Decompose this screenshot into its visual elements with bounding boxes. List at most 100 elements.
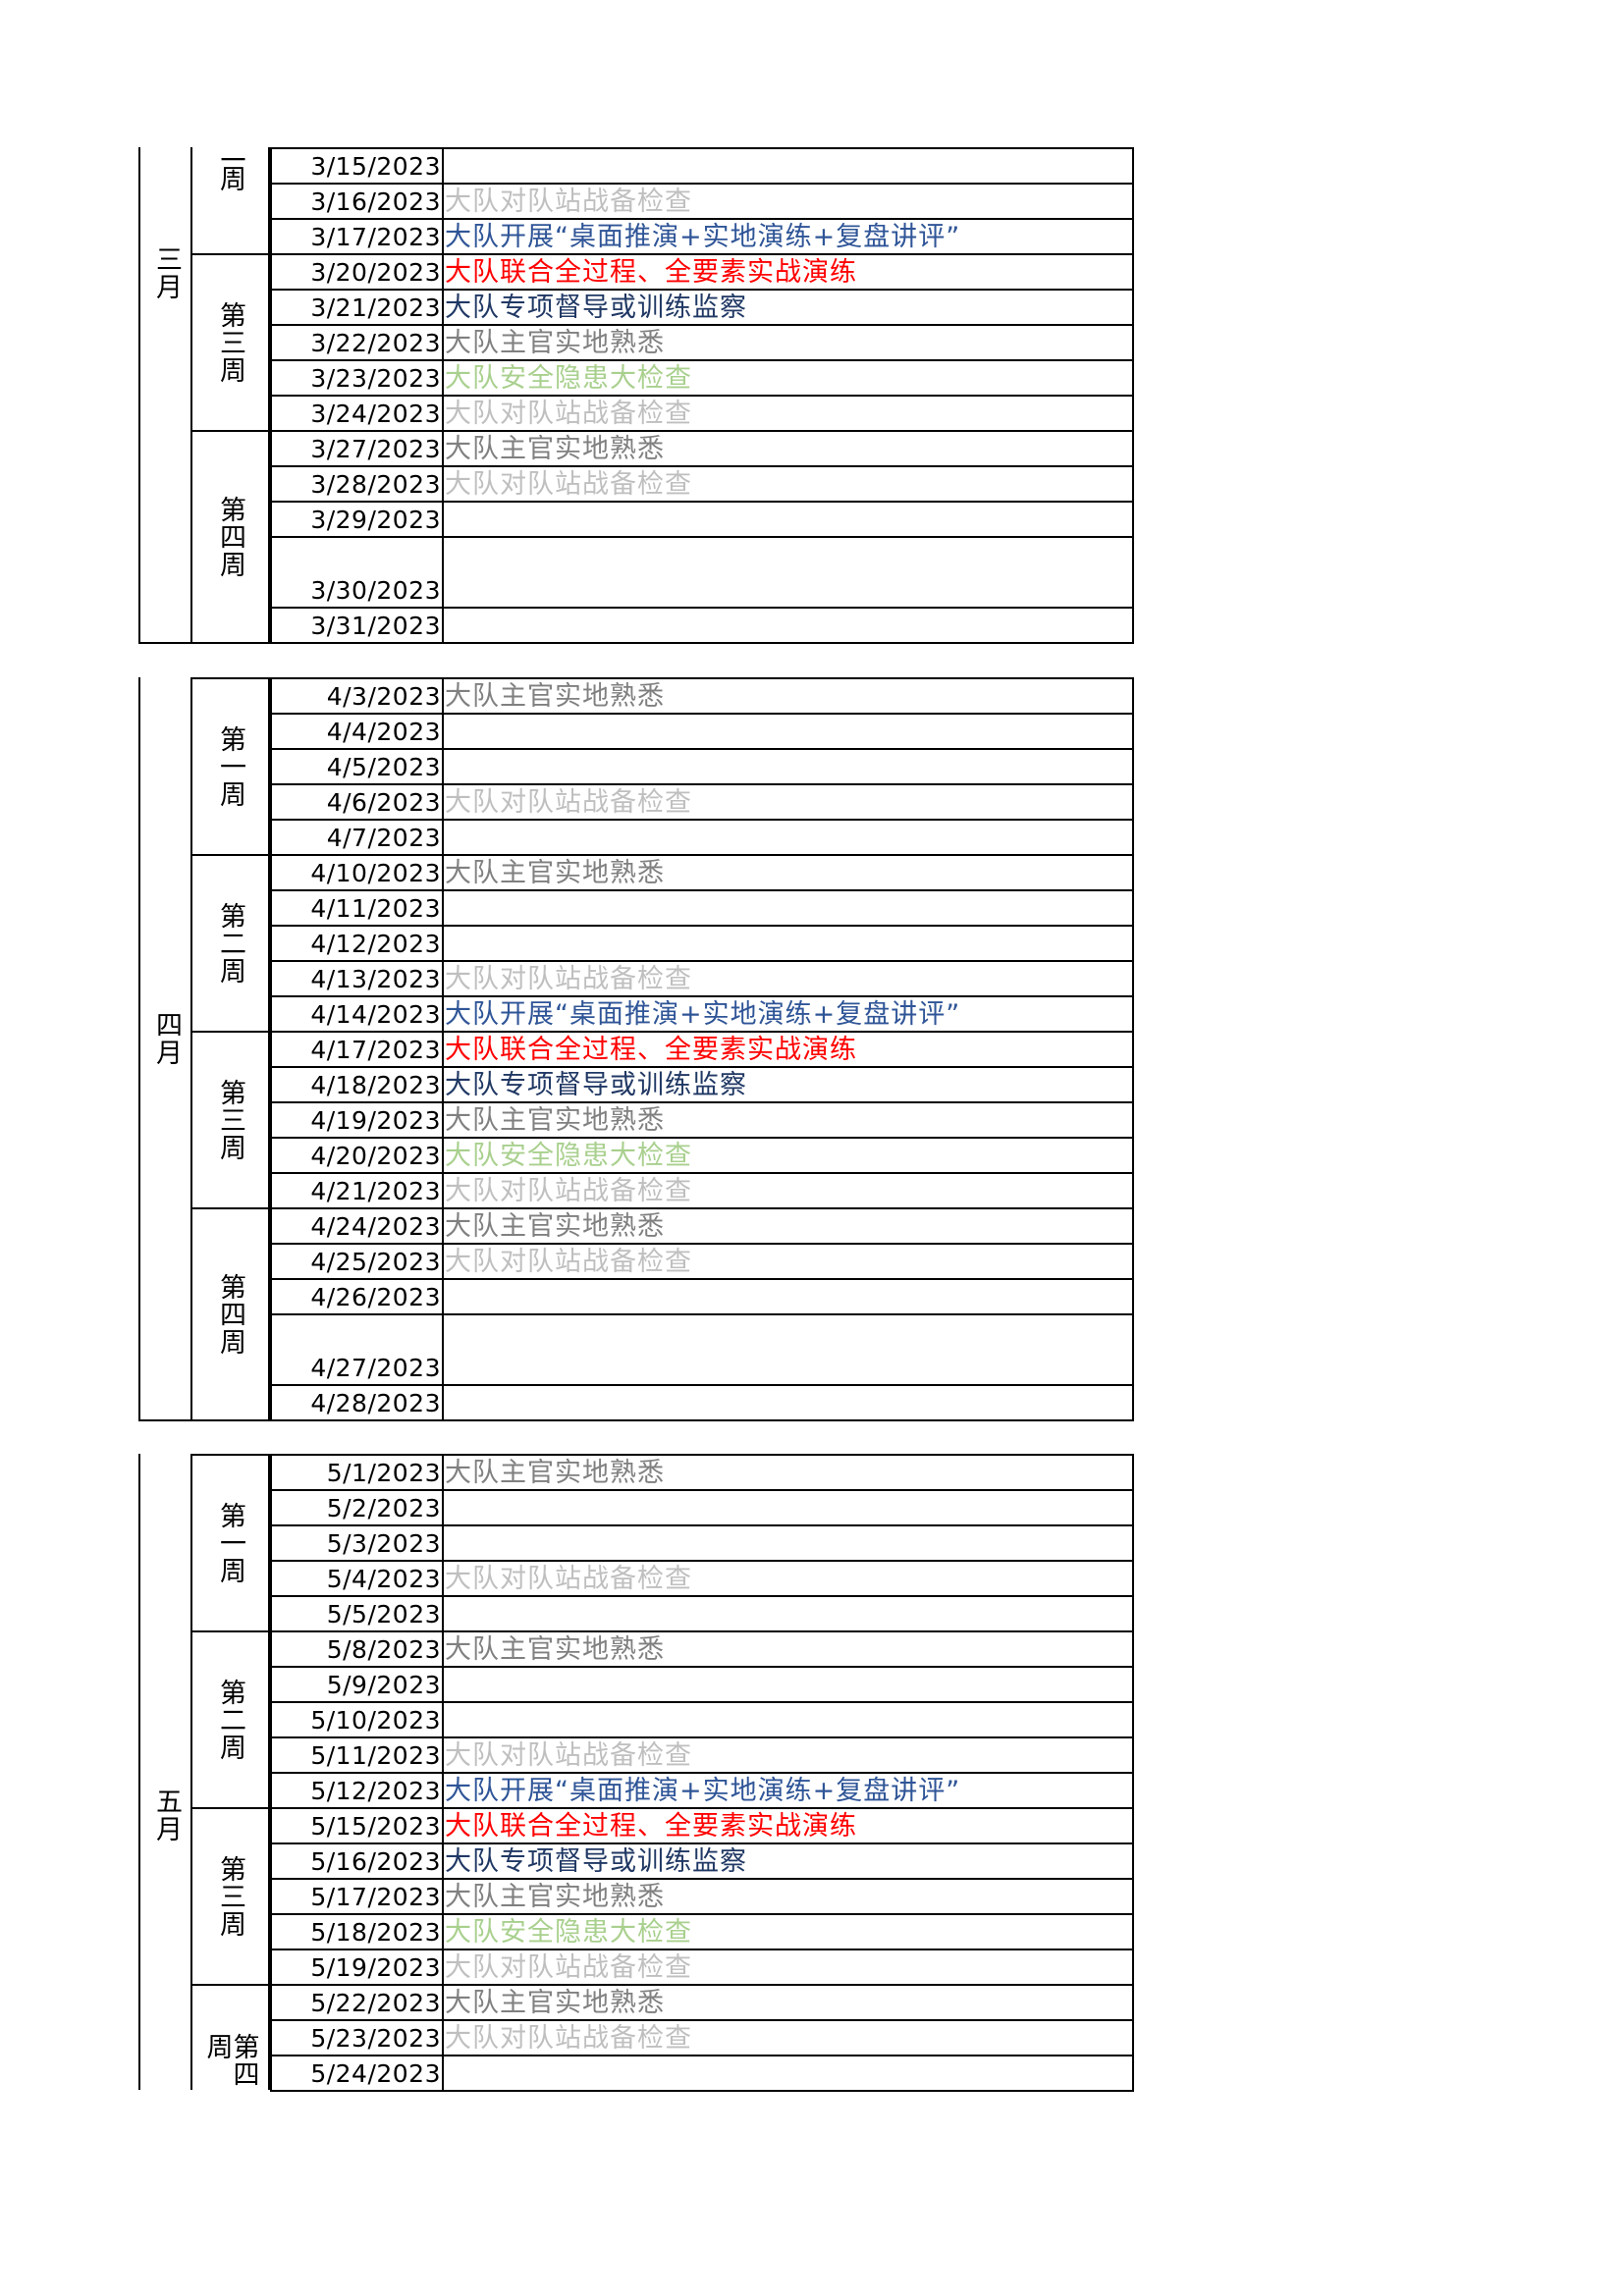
task-cell[interactable]: 大队主官实地熟悉 <box>444 326 1134 359</box>
task-cell[interactable] <box>444 927 1134 960</box>
date-cell[interactable]: 5/22/2023 <box>270 1986 444 2019</box>
date-cell[interactable]: 5/19/2023 <box>270 1950 444 1984</box>
date-cell[interactable]: 4/3/2023 <box>270 679 444 713</box>
date-cell[interactable]: 5/2/2023 <box>270 1491 444 1524</box>
task-cell[interactable]: 大队主官实地熟悉 <box>444 1103 1134 1137</box>
date-cell[interactable]: 4/19/2023 <box>270 1103 444 1137</box>
task-cell[interactable] <box>444 1491 1134 1524</box>
task-cell[interactable]: 大队主官实地熟悉 <box>444 1209 1134 1243</box>
task-cell[interactable]: 大队对队站战备检查 <box>444 185 1134 218</box>
date-cell[interactable]: 5/16/2023 <box>270 1844 444 1878</box>
task-cell[interactable] <box>444 891 1134 925</box>
date-cell[interactable]: 3/22/2023 <box>270 326 444 359</box>
date-cell[interactable]: 5/24/2023 <box>270 2056 444 2090</box>
date-cell[interactable]: 4/28/2023 <box>270 1386 444 1419</box>
date-cell[interactable]: 4/21/2023 <box>270 1174 444 1207</box>
task-cell[interactable]: 大队对队站战备检查 <box>444 1738 1134 1772</box>
task-cell[interactable] <box>444 2056 1134 2090</box>
task-cell[interactable]: 大队对队站战备检查 <box>444 1950 1134 1984</box>
date-cell[interactable]: 4/7/2023 <box>270 821 444 854</box>
date-cell[interactable]: 5/10/2023 <box>270 1703 444 1736</box>
task-cell[interactable]: 大队对队站战备检查 <box>444 1174 1134 1207</box>
task-cell[interactable] <box>444 1315 1134 1384</box>
task-cell[interactable]: 大队安全隐患大检查 <box>444 361 1134 395</box>
date-cell[interactable]: 4/13/2023 <box>270 962 444 995</box>
task-cell[interactable]: 大队主官实地熟悉 <box>444 432 1134 465</box>
task-cell[interactable] <box>444 1668 1134 1701</box>
date-cell[interactable]: 4/26/2023 <box>270 1280 444 1313</box>
task-cell[interactable] <box>444 609 1134 642</box>
date-cell[interactable]: 3/31/2023 <box>270 609 444 642</box>
task-cell[interactable]: 大队联合全过程、全要素实战演练 <box>444 1033 1134 1066</box>
date-cell[interactable]: 5/4/2023 <box>270 1562 444 1595</box>
task-cell[interactable]: 大队专项督导或训练监察 <box>444 1068 1134 1101</box>
task-cell[interactable] <box>444 149 1134 183</box>
date-cell[interactable]: 4/17/2023 <box>270 1033 444 1066</box>
date-cell[interactable]: 3/16/2023 <box>270 185 444 218</box>
date-cell[interactable]: 5/5/2023 <box>270 1597 444 1630</box>
task-cell[interactable] <box>444 1280 1134 1313</box>
task-cell[interactable] <box>444 1597 1134 1630</box>
task-cell[interactable] <box>444 1526 1134 1560</box>
task-cell[interactable] <box>444 1386 1134 1419</box>
date-cell[interactable]: 4/11/2023 <box>270 891 444 925</box>
date-cell[interactable]: 5/12/2023 <box>270 1774 444 1807</box>
date-cell[interactable]: 3/17/2023 <box>270 220 444 253</box>
date-cell[interactable]: 3/20/2023 <box>270 255 444 289</box>
task-cell[interactable]: 大队主官实地熟悉 <box>444 1632 1134 1666</box>
task-cell[interactable] <box>444 715 1134 748</box>
date-cell[interactable]: 3/27/2023 <box>270 432 444 465</box>
date-cell[interactable]: 4/14/2023 <box>270 997 444 1031</box>
date-cell[interactable]: 3/21/2023 <box>270 291 444 324</box>
task-cell[interactable]: 大队对队站战备检查 <box>444 1245 1134 1278</box>
date-cell[interactable]: 5/9/2023 <box>270 1668 444 1701</box>
date-cell[interactable]: 4/6/2023 <box>270 785 444 819</box>
task-cell[interactable]: 大队主官实地熟悉 <box>444 1456 1134 1489</box>
date-cell[interactable]: 3/23/2023 <box>270 361 444 395</box>
task-cell[interactable] <box>444 538 1134 607</box>
date-cell[interactable]: 4/24/2023 <box>270 1209 444 1243</box>
task-cell[interactable]: 大队对队站战备检查 <box>444 962 1134 995</box>
task-cell[interactable]: 大队开展“桌面推演+实地演练+复盘讲评” <box>444 220 1134 253</box>
task-cell[interactable] <box>444 1703 1134 1736</box>
task-cell[interactable]: 大队安全隐患大检查 <box>444 1915 1134 1949</box>
task-cell[interactable] <box>444 750 1134 783</box>
date-cell[interactable]: 5/3/2023 <box>270 1526 444 1560</box>
date-cell[interactable]: 4/10/2023 <box>270 856 444 889</box>
date-cell[interactable]: 4/4/2023 <box>270 715 444 748</box>
date-cell[interactable]: 5/15/2023 <box>270 1809 444 1842</box>
task-cell[interactable] <box>444 821 1134 854</box>
date-cell[interactable]: 3/15/2023 <box>270 149 444 183</box>
date-cell[interactable]: 3/29/2023 <box>270 503 444 536</box>
date-cell[interactable]: 5/11/2023 <box>270 1738 444 1772</box>
task-cell[interactable]: 大队对队站战备检查 <box>444 2021 1134 2055</box>
date-cell[interactable]: 4/20/2023 <box>270 1139 444 1172</box>
date-cell[interactable]: 3/30/2023 <box>270 538 444 607</box>
date-cell[interactable]: 4/27/2023 <box>270 1315 444 1384</box>
date-cell[interactable]: 5/17/2023 <box>270 1880 444 1913</box>
task-cell[interactable] <box>444 503 1134 536</box>
task-cell[interactable]: 大队专项督导或训练监察 <box>444 291 1134 324</box>
date-cell[interactable]: 3/28/2023 <box>270 467 444 501</box>
task-cell[interactable]: 大队主官实地熟悉 <box>444 679 1134 713</box>
task-cell[interactable]: 大队主官实地熟悉 <box>444 856 1134 889</box>
task-cell[interactable]: 大队联合全过程、全要素实战演练 <box>444 255 1134 289</box>
date-cell[interactable]: 3/24/2023 <box>270 397 444 430</box>
task-cell[interactable]: 大队对队站战备检查 <box>444 1562 1134 1595</box>
date-cell[interactable]: 5/18/2023 <box>270 1915 444 1949</box>
date-cell[interactable]: 4/25/2023 <box>270 1245 444 1278</box>
task-cell[interactable]: 大队主官实地熟悉 <box>444 1986 1134 2019</box>
date-cell[interactable]: 4/18/2023 <box>270 1068 444 1101</box>
date-cell[interactable]: 5/8/2023 <box>270 1632 444 1666</box>
task-cell[interactable]: 大队开展“桌面推演+实地演练+复盘讲评” <box>444 997 1134 1031</box>
date-cell[interactable]: 4/5/2023 <box>270 750 444 783</box>
task-cell[interactable]: 大队联合全过程、全要素实战演练 <box>444 1809 1134 1842</box>
task-cell[interactable]: 大队开展“桌面推演+实地演练+复盘讲评” <box>444 1774 1134 1807</box>
date-cell[interactable]: 5/1/2023 <box>270 1456 444 1489</box>
task-cell[interactable]: 大队对队站战备检查 <box>444 467 1134 501</box>
task-cell[interactable]: 大队专项督导或训练监察 <box>444 1844 1134 1878</box>
task-cell[interactable]: 大队安全隐患大检查 <box>444 1139 1134 1172</box>
task-cell[interactable]: 大队对队站战备检查 <box>444 397 1134 430</box>
task-cell[interactable]: 大队对队站战备检查 <box>444 785 1134 819</box>
date-cell[interactable]: 4/12/2023 <box>270 927 444 960</box>
